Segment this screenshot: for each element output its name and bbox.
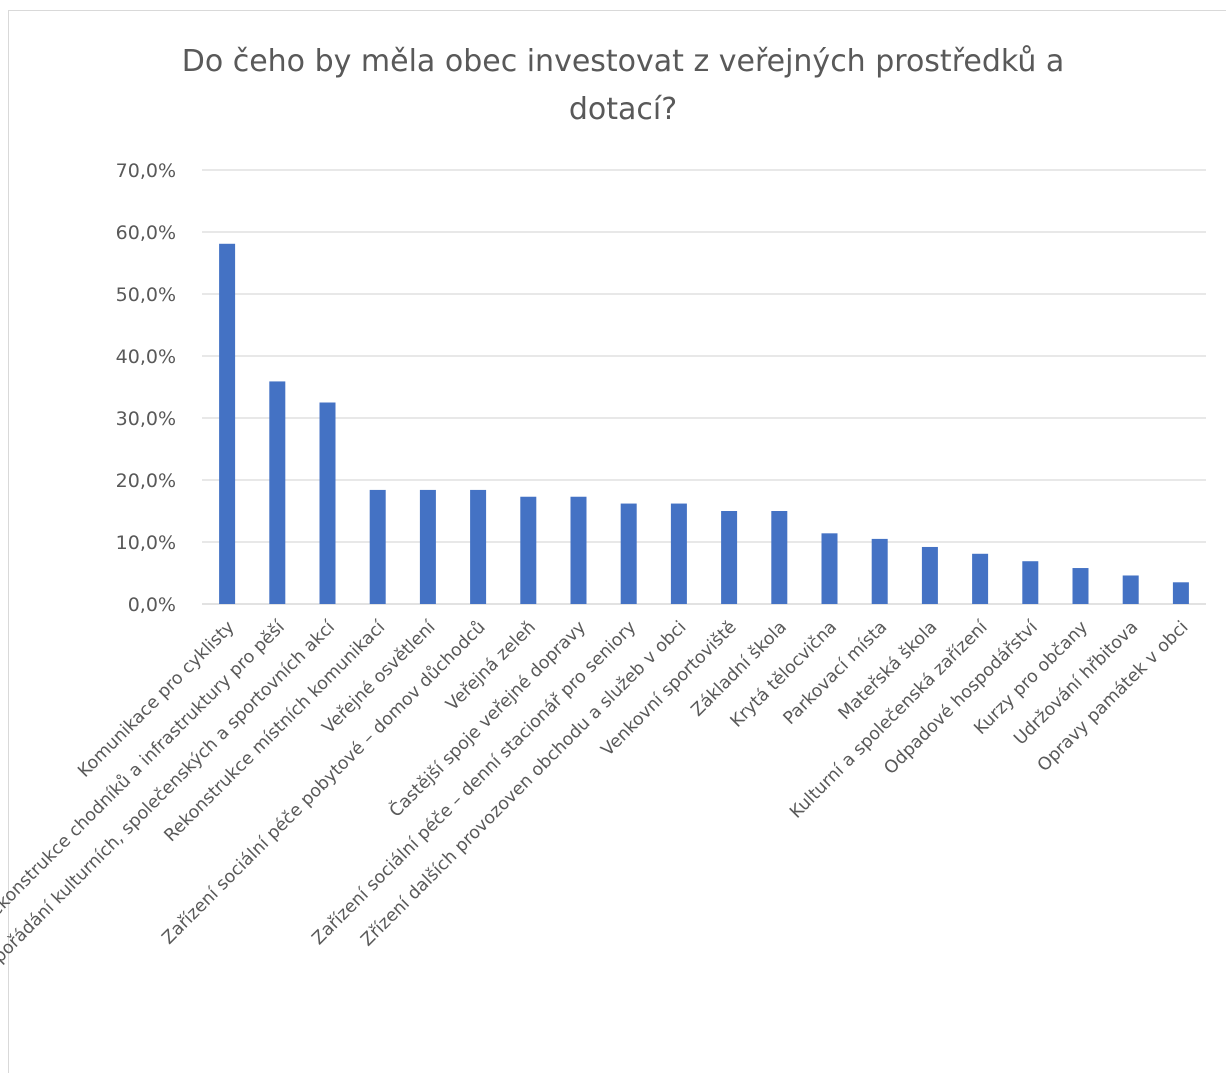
bar xyxy=(1022,561,1039,604)
bar xyxy=(570,496,587,604)
x-category-label: Zřízení dalších provozoven obchodu a slu… xyxy=(357,617,690,950)
y-tick-label: 60,0% xyxy=(116,222,176,244)
bar xyxy=(419,489,436,604)
bar xyxy=(219,243,236,604)
y-tick-label: 50,0% xyxy=(116,284,176,306)
bar xyxy=(972,553,989,604)
bar xyxy=(470,489,487,604)
bars xyxy=(219,243,1189,604)
bar xyxy=(871,538,888,604)
bar xyxy=(520,496,537,604)
bar xyxy=(821,533,838,604)
bar xyxy=(269,381,286,604)
y-tick-label: 20,0% xyxy=(116,470,176,492)
bar xyxy=(1172,582,1189,604)
bar xyxy=(620,503,637,604)
chart-title-line-2: dotací? xyxy=(568,92,678,127)
gridlines xyxy=(202,169,1206,605)
y-tick-label: 10,0% xyxy=(116,532,176,554)
bar xyxy=(1122,575,1139,604)
bar xyxy=(771,511,788,604)
y-tick-label: 70,0% xyxy=(116,160,176,182)
y-axis-tick-labels: 0,0% 10,0% 20,0% 30,0% 40,0% 50,0% 60,0% 70,0% xyxy=(116,160,176,616)
bar xyxy=(670,503,687,604)
x-category-label: Zařízení sociální péče – denní stacionář… xyxy=(309,617,641,949)
y-tick-label: 40,0% xyxy=(116,346,176,368)
chart-title: Do čeho by měla obec investovat z veřejn… xyxy=(0,38,1226,134)
x-category-label: Veřejná zeleň xyxy=(442,617,539,714)
bar xyxy=(369,489,386,604)
y-tick-label: 30,0% xyxy=(116,408,176,430)
y-tick-label: 0,0% xyxy=(128,594,176,616)
bar xyxy=(319,402,336,604)
bar xyxy=(721,511,738,604)
bar xyxy=(921,546,938,604)
chart-title-line-1: Do čeho by měla obec investovat z veřejn… xyxy=(181,44,1065,79)
bar xyxy=(1072,568,1089,604)
